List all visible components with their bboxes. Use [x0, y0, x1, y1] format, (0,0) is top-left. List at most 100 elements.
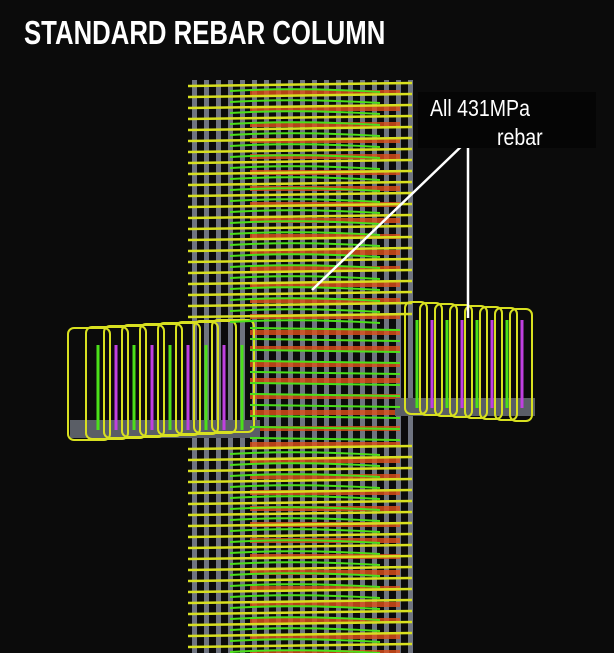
core-bar-segment — [250, 362, 400, 367]
column-tie — [187, 620, 413, 627]
longitudinal-bar — [408, 80, 413, 653]
column-tie-inner — [229, 605, 381, 610]
core-bar-segment — [250, 122, 400, 127]
diagram-title: STANDARD REBAR COLUMN — [24, 14, 386, 51]
core-bar-segment — [250, 394, 400, 399]
column-tie-inner — [229, 286, 381, 291]
column-tie-inner — [229, 110, 381, 115]
column-tie — [187, 455, 413, 462]
column-tie — [187, 290, 413, 297]
column-tie — [187, 642, 413, 649]
beam-stirrup — [494, 307, 518, 421]
column-tie-inner — [249, 426, 401, 430]
column-tie-inner — [249, 404, 401, 408]
core-bar-segment — [250, 106, 400, 111]
core-bar-segment — [250, 266, 400, 271]
column-tie-inner — [229, 253, 381, 258]
column-tie-inner — [229, 220, 381, 225]
column-tie-inner — [229, 583, 381, 588]
beam-stirrup — [404, 301, 428, 415]
core-bar-segment — [250, 314, 400, 319]
core-bar-segment — [250, 410, 400, 415]
column-tie-inner — [229, 638, 381, 643]
leader-line-column — [311, 139, 469, 291]
column-tie-inner — [229, 88, 381, 93]
core-bar-segment — [250, 474, 400, 479]
core-bar-segment — [250, 330, 400, 335]
longitudinal-bar — [228, 80, 233, 653]
column-tie-inner — [249, 338, 401, 342]
column-tie-inner — [229, 495, 381, 500]
column-tie — [187, 147, 413, 154]
core-bar-segment — [250, 586, 400, 591]
beam-stirrup — [479, 306, 503, 420]
column-ties — [187, 81, 413, 653]
column-tie-inner — [229, 264, 381, 269]
left-beam-stirrups — [67, 319, 260, 441]
column-tie — [187, 268, 413, 275]
column-tie — [187, 521, 413, 528]
column-tie-inner — [249, 360, 401, 364]
column-tie — [187, 114, 413, 121]
column-tie — [187, 235, 413, 242]
column-tie — [187, 532, 413, 539]
column-tie — [187, 488, 413, 495]
column-tie — [187, 125, 413, 132]
column-tie-inner — [229, 275, 381, 280]
callout-line-1: All 431MPa — [430, 95, 530, 121]
column-tie-inner — [229, 198, 381, 203]
callout-box — [418, 92, 596, 148]
column-tie-inner — [249, 371, 401, 375]
column-tie — [187, 444, 413, 451]
column-tie — [187, 136, 413, 143]
column-tie-inner — [249, 327, 401, 331]
beam-stirrup — [449, 304, 473, 418]
core-bar-segment — [250, 602, 400, 607]
column-tie-inner — [229, 165, 381, 170]
column-tie-inner — [229, 484, 381, 489]
column-tie-inner — [229, 99, 381, 104]
beam-stirrup — [509, 308, 533, 422]
column-tie-inner — [229, 594, 381, 599]
column-tie — [187, 103, 413, 110]
column-tie — [187, 609, 413, 616]
core-bar-segment — [250, 250, 400, 255]
column-tie — [187, 510, 413, 517]
column-tie-inner — [249, 382, 401, 386]
column-tie — [187, 631, 413, 638]
column-tie-inner — [229, 231, 381, 236]
column-tie — [187, 543, 413, 550]
column-tie-inner — [249, 393, 401, 397]
column-tie-inner — [229, 649, 381, 653]
column-tie-inner — [229, 154, 381, 159]
column-tie — [187, 554, 413, 561]
core-bar-segment — [250, 90, 400, 95]
column-tie — [187, 576, 413, 583]
column-tie-inner — [229, 473, 381, 478]
column-tie-inner — [229, 550, 381, 555]
column-tie-inner — [229, 242, 381, 247]
beam-stirrup — [434, 303, 458, 417]
core-bar-segment — [250, 634, 400, 639]
core-bar-segment — [250, 138, 400, 143]
column-tie-inner — [229, 308, 381, 313]
core-bar-segment — [250, 282, 400, 287]
column-tie-inner — [229, 176, 381, 181]
column-tie — [187, 565, 413, 572]
column-tie — [187, 158, 413, 165]
beam-stirrup — [211, 319, 255, 433]
column-tie-inner — [249, 349, 401, 353]
column-tie — [187, 257, 413, 264]
beam-stirrup — [419, 302, 443, 416]
callout-line-2: rebar — [497, 124, 543, 150]
column-tie-inner — [229, 462, 381, 467]
core-bar-segment — [250, 458, 400, 463]
column-tie — [187, 301, 413, 308]
core-bar-segment — [250, 618, 400, 623]
column-tie — [187, 312, 413, 319]
column-tie-inner — [229, 627, 381, 632]
column-tie-inner — [229, 572, 381, 577]
core-bar-segment — [250, 234, 400, 239]
